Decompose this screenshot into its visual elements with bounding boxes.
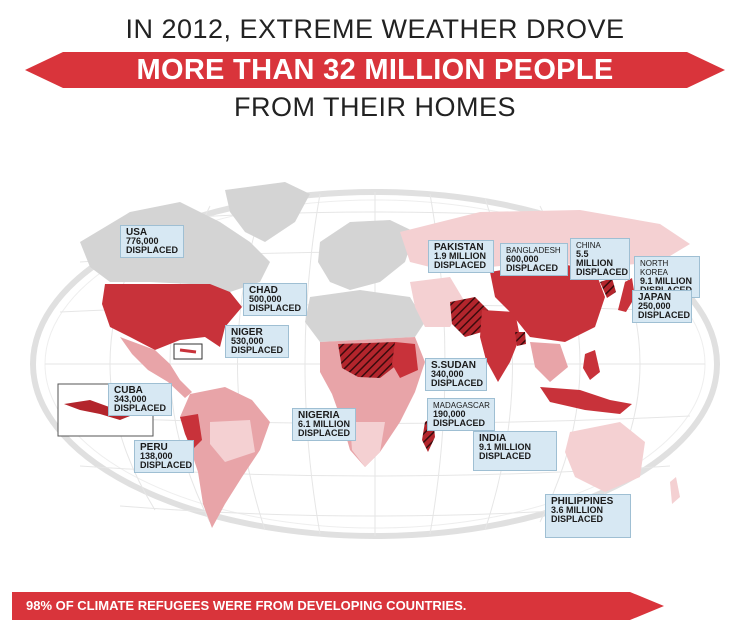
callout-unit: displaced xyxy=(576,267,629,277)
callout-chad: CHAD 500,000 displaced xyxy=(243,283,307,316)
southeast-asia-land xyxy=(530,342,568,382)
banner-text: MORE THAN 32 MILLION PEOPLE xyxy=(136,54,614,86)
callout-value: 1.9 Million xyxy=(434,251,487,261)
callout-unit: displaced xyxy=(431,378,484,388)
callout-country: USA xyxy=(126,227,148,238)
callout-unit: displaced xyxy=(551,514,604,524)
callout-unit: displaced xyxy=(479,451,532,461)
greenland-land xyxy=(225,182,310,242)
callout-country: PHILIPPINES xyxy=(551,496,614,507)
callout-value: 600,000 xyxy=(506,254,539,264)
indonesia-land xyxy=(540,387,632,414)
peru-land xyxy=(180,414,202,450)
philippines-land xyxy=(583,350,600,380)
callout-country: S.SUDAN xyxy=(431,360,477,371)
callout-country: JAPAN xyxy=(638,292,672,303)
australia-land xyxy=(565,422,645,492)
callout-value: 5.5 Million xyxy=(576,249,613,268)
callout-china: CHINA 5.5 Million displaced xyxy=(570,238,630,280)
callout-unit: displaced xyxy=(638,310,691,320)
callout-unit: displaced xyxy=(114,403,167,413)
callout-s-sudan: S.SUDAN 340,000 displaced xyxy=(425,358,487,391)
footer-banner: 98% OF CLIMATE REFUGEES WERE FROM DEVELO… xyxy=(12,592,664,620)
bangladesh-land xyxy=(515,332,526,346)
callout-usa: USA 776,000 displaced xyxy=(120,225,184,258)
headline-line-1: IN 2012, EXTREME WEATHER DROVE xyxy=(125,14,625,44)
callout-country: NIGERIA xyxy=(298,410,340,421)
callout-country: CUBA xyxy=(114,385,143,396)
japan-land xyxy=(618,278,635,312)
callout-philippines: PHILIPPINES 3.6 Million displaced xyxy=(545,494,631,538)
callout-value: 9.1 Million xyxy=(640,276,693,286)
callout-unit: displaced xyxy=(126,245,179,255)
footer-arrow-shape xyxy=(12,592,664,620)
callout-india: INDIA 9.1 Million displaced xyxy=(473,431,557,471)
callout-cuba: CUBA 343,000 displaced xyxy=(108,383,172,416)
nigeria-niger-chad-land xyxy=(338,342,398,378)
callout-unit: displaced xyxy=(434,260,487,270)
callout-unit: displaced xyxy=(231,345,284,355)
usa-land xyxy=(102,284,242,350)
callout-value: 343,000 xyxy=(114,394,147,404)
india-land xyxy=(480,310,520,382)
callout-value: 500,000 xyxy=(249,294,282,304)
callout-value: 776,000 xyxy=(126,236,159,246)
callout-value: 190,000 xyxy=(433,409,466,419)
callout-peru: PERU 138,000 displaced xyxy=(134,440,194,473)
callout-unit: displaced xyxy=(249,303,302,313)
callout-madagascar: MADAGASCAR 190,000 displaced xyxy=(427,398,495,431)
callout-niger: NIGER 530,000 displaced xyxy=(225,325,289,358)
headline-banner: MORE THAN 32 MILLION PEOPLE xyxy=(25,50,725,90)
callout-country: BANGLADESH xyxy=(506,246,561,255)
china-land xyxy=(490,262,605,342)
africa-north-land xyxy=(305,290,425,342)
callout-country: CHINA xyxy=(576,241,601,250)
headline-line-3: FROM THEIR HOMES xyxy=(233,92,516,122)
callout-unit: displaced xyxy=(506,263,559,273)
callout-unit: displaced xyxy=(433,418,486,428)
callout-value: 6.1 Million xyxy=(298,419,351,429)
callout-unit: displaced xyxy=(298,428,351,438)
callout-country: NIGER xyxy=(231,327,263,338)
callout-country: PAKISTAN xyxy=(434,242,484,253)
callout-country: CHAD xyxy=(249,285,278,296)
callout-country: MADAGASCAR xyxy=(433,401,490,410)
europe-land xyxy=(318,220,415,290)
north-korea-land xyxy=(600,278,616,298)
callout-country: NORTH KOREA xyxy=(640,259,669,277)
callout-value: 3.6 Million xyxy=(551,505,604,515)
pakistan-land xyxy=(450,297,490,337)
callout-country: PERU xyxy=(140,442,168,453)
callout-value: 340,000 xyxy=(431,369,464,379)
footer-text: 98% OF CLIMATE REFUGEES WERE FROM DEVELO… xyxy=(26,598,467,613)
callout-pakistan: PAKISTAN 1.9 Million displaced xyxy=(428,240,494,273)
callout-nigeria: NIGERIA 6.1 Million displaced xyxy=(292,408,356,441)
callout-value: 9.1 Million xyxy=(479,442,532,452)
callout-country: INDIA xyxy=(479,433,507,444)
callout-unit: displaced xyxy=(140,460,193,470)
new-zealand-land xyxy=(670,477,680,504)
callout-japan: JAPAN 250,000 displaced xyxy=(632,290,692,323)
sudan-land xyxy=(392,342,418,378)
callout-value: 530,000 xyxy=(231,336,264,346)
south-africa-land xyxy=(350,422,385,467)
callout-value: 138,000 xyxy=(140,451,173,461)
callout-bangladesh: BANGLADESH 600,000 displaced xyxy=(500,243,568,276)
banner-arrow-shape xyxy=(25,52,725,88)
callout-value: 250,000 xyxy=(638,301,671,311)
mexico-land xyxy=(120,337,192,398)
caribbean-marker xyxy=(173,343,203,360)
